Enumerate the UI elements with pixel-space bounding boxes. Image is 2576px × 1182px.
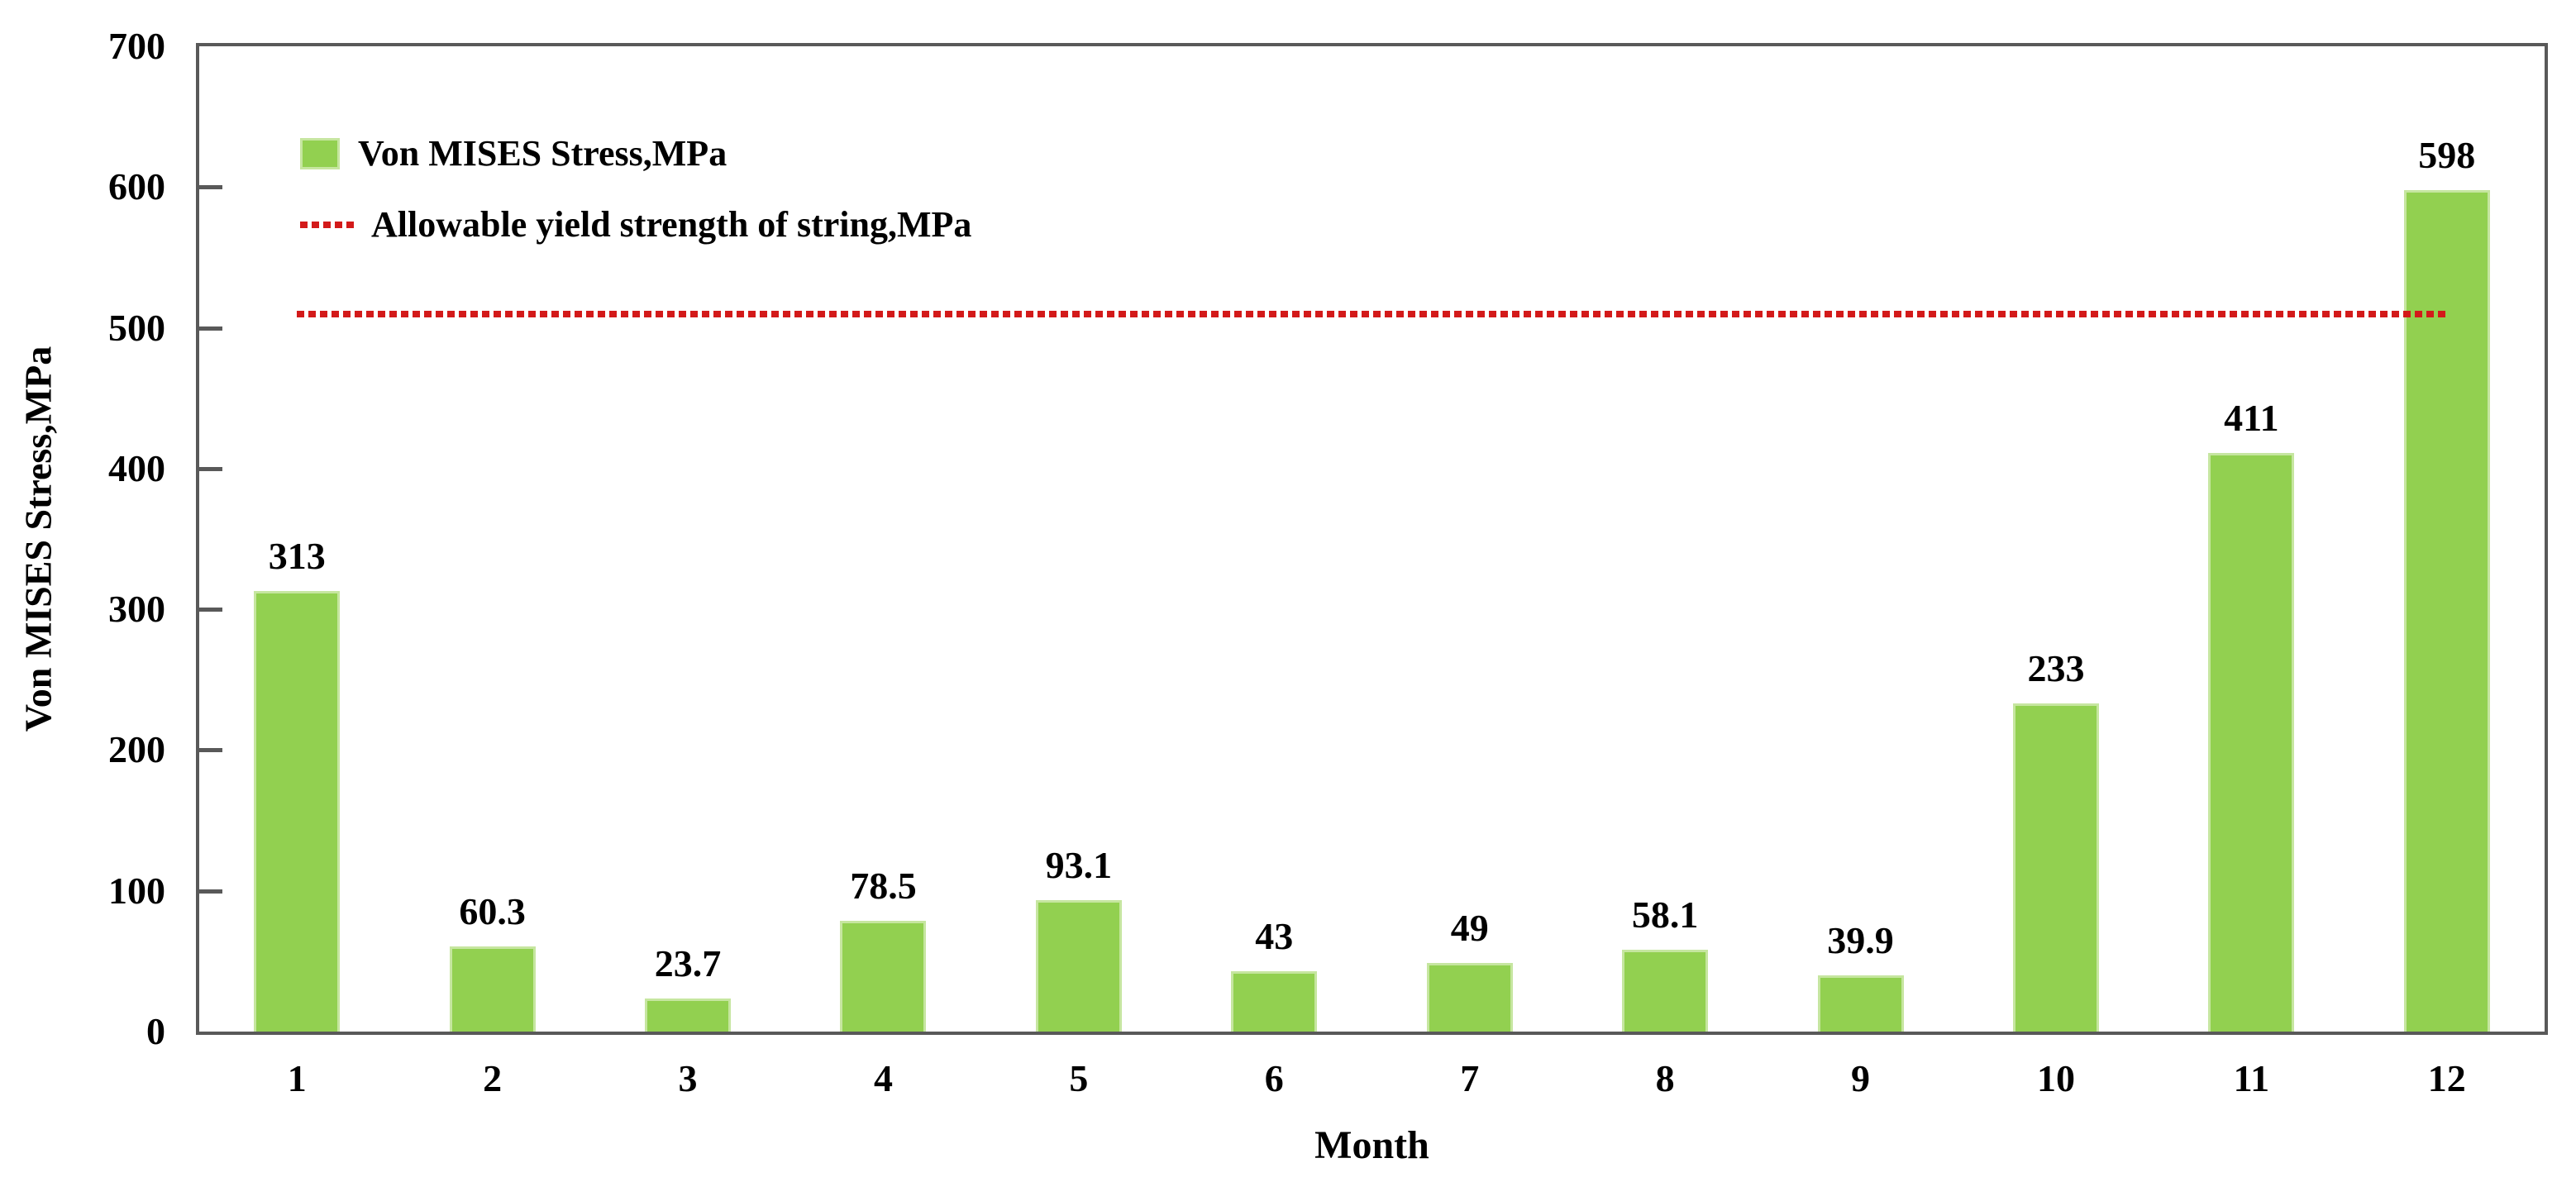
y-tick-mark-500 — [199, 326, 222, 331]
legend-label-bar-series: Von MISES Stress,MPa — [358, 133, 727, 174]
y-tick-label-200: 200 — [108, 728, 165, 771]
x-axis-title: Month — [1314, 1123, 1429, 1167]
x-tick-label-month-1: 1 — [287, 1057, 307, 1099]
x-tick-label-month-2: 2 — [483, 1057, 503, 1099]
x-tick-label-month-12: 12 — [2427, 1057, 2466, 1099]
bar-month-8 — [1622, 950, 1709, 1032]
bar-month-1 — [254, 591, 341, 1032]
y-tick-label-300: 300 — [108, 588, 165, 631]
x-tick-label-month-5: 5 — [1069, 1057, 1089, 1099]
y-tick-label-0: 0 — [146, 1010, 165, 1052]
x-tick-label-month-8: 8 — [1655, 1057, 1675, 1099]
bar-value-label-month-2: 60.3 — [459, 890, 526, 933]
y-tick-label-400: 400 — [108, 446, 165, 489]
x-tick-label-month-4: 4 — [873, 1057, 893, 1099]
legend-item-bar-series: Von MISES Stress,MPa — [300, 131, 971, 177]
legend-swatch-dotted-line — [300, 222, 358, 228]
bar-value-label-month-4: 78.5 — [850, 865, 917, 908]
y-tick-label-700: 700 — [108, 25, 165, 67]
y-tick-label-100: 100 — [108, 869, 165, 912]
bar-value-label-month-10: 233 — [2027, 647, 2085, 690]
y-tick-mark-600 — [199, 185, 222, 190]
bar-month-12 — [2403, 189, 2490, 1032]
bar-value-label-month-9: 39.9 — [1827, 919, 1894, 962]
plot-area: 313 60.3 23.7 78.5 93.1 43 49 58.1 39.9 233 411 598… — [196, 43, 2548, 1035]
legend-label-threshold-line: Allowable yield strength of string,MPa — [371, 204, 972, 245]
legend: Von MISES Stress,MPa Allowable yield str… — [300, 131, 971, 273]
bar-value-label-month-12: 598 — [2418, 133, 2476, 176]
y-tick-mark-400 — [199, 466, 222, 471]
bar-value-label-month-1: 313 — [268, 535, 326, 578]
bar-month-2 — [449, 946, 536, 1032]
y-tick-label-600: 600 — [108, 165, 165, 208]
bar-value-label-month-5: 93.1 — [1045, 844, 1113, 887]
x-tick-label-month-11: 11 — [2233, 1057, 2270, 1099]
bar-value-label-month-6: 43 — [1255, 914, 1294, 957]
y-axis-title: Von MISES Stress,MPa — [17, 346, 60, 732]
legend-swatch-bar — [300, 138, 340, 169]
x-tick-label-month-10: 10 — [2036, 1057, 2075, 1099]
bar-month-9 — [1817, 975, 1904, 1032]
y-tick-mark-300 — [199, 608, 222, 612]
bar-value-label-month-11: 411 — [2224, 397, 2279, 440]
y-tick-mark-200 — [199, 748, 222, 753]
bar-month-6 — [1231, 970, 1318, 1032]
bar-month-3 — [645, 998, 732, 1032]
bar-value-label-month-8: 58.1 — [1631, 894, 1699, 937]
y-tick-mark-100 — [199, 889, 222, 894]
bar-value-label-month-7: 49 — [1450, 906, 1489, 949]
bar-value-label-month-3: 23.7 — [654, 941, 722, 984]
bar-month-10 — [2012, 703, 2099, 1032]
legend-item-threshold-line: Allowable yield strength of string,MPa — [300, 202, 971, 248]
allowable-yield-strength-line — [297, 310, 2447, 317]
bar-month-5 — [1035, 900, 1122, 1032]
bar-month-4 — [840, 921, 927, 1032]
x-tick-label-month-7: 7 — [1460, 1057, 1480, 1099]
x-tick-label-month-9: 9 — [1851, 1057, 1871, 1099]
bar-month-11 — [2208, 453, 2295, 1032]
y-tick-label-500: 500 — [108, 306, 165, 349]
x-tick-label-month-3: 3 — [678, 1057, 698, 1099]
bar-month-7 — [1426, 962, 1513, 1032]
x-tick-label-month-6: 6 — [1264, 1057, 1284, 1099]
